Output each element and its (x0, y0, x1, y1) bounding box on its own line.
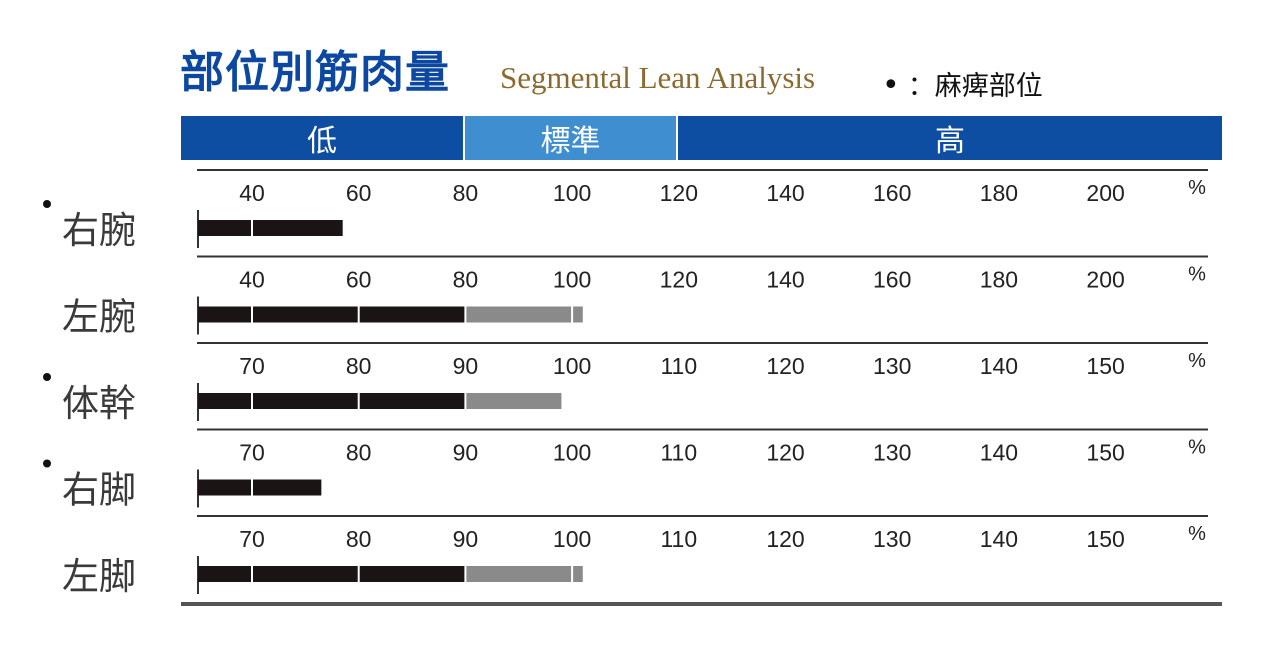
row-label: 左脚 (62, 555, 136, 598)
band-high: 高 (678, 116, 1222, 160)
tick-label: 80 (346, 526, 372, 552)
bar-dark (198, 566, 465, 582)
tick-label: 150 (1086, 526, 1124, 552)
paralysis-legend-text: ：麻痺部位 (907, 71, 1043, 102)
tick-label: 40 (239, 267, 265, 293)
row-label: 左腕 (62, 296, 136, 339)
tick-label: 120 (660, 180, 698, 206)
tick-label: 120 (766, 440, 804, 466)
tick-label: 70 (239, 353, 265, 379)
tick-label: 90 (453, 353, 479, 379)
tick-label: 200 (1086, 180, 1124, 206)
paralysis-dot-icon: • (882, 68, 900, 103)
paralysis-legend: • ：麻痺部位 (882, 64, 1043, 103)
tick-label: 70 (239, 440, 265, 466)
tick-label: 140 (980, 526, 1018, 552)
paralysis-dot-icon (43, 200, 51, 208)
tick-label: 90 (453, 440, 479, 466)
unit-label: % (1188, 523, 1206, 545)
tick-label: 80 (453, 267, 479, 293)
tick-label: 100 (553, 180, 591, 206)
tick-label: 100 (553, 353, 591, 379)
tick-label: 120 (660, 267, 698, 293)
bar-gray (465, 306, 583, 323)
bottom-rule (181, 602, 1222, 606)
bar-dark (198, 479, 322, 496)
tick-label: 90 (453, 526, 479, 552)
unit-label: % (1188, 177, 1206, 199)
bar-dark (198, 393, 465, 409)
tick-label: 80 (346, 353, 372, 379)
tick-label: 120 (766, 353, 804, 379)
tick-label: 140 (980, 440, 1018, 466)
tick-label: 80 (346, 440, 372, 466)
tick-label: 110 (660, 353, 697, 379)
tick-label: 180 (980, 180, 1018, 206)
tick-label: 150 (1086, 440, 1124, 466)
row-label: 右脚 (62, 469, 136, 512)
tick-label: 120 (766, 526, 804, 552)
chart-title: 部位別筋肉量 (180, 47, 450, 98)
tick-label: 110 (660, 526, 697, 552)
tick-label: 140 (766, 180, 804, 206)
tick-label: 130 (873, 353, 911, 379)
unit-label: % (1188, 437, 1206, 459)
tick-label: 130 (873, 526, 911, 552)
tick-label: 200 (1086, 267, 1124, 293)
chart-subtitle: Segmental Lean Analysis (500, 60, 816, 95)
bar-gray (465, 566, 583, 582)
paralysis-dot-icon (43, 459, 51, 468)
tick-label: 70 (239, 526, 265, 552)
paralysis-dot-icon (43, 373, 51, 381)
row-label: 体幹 (62, 382, 136, 425)
tick-label: 110 (660, 440, 697, 466)
tick-label: 100 (553, 267, 591, 293)
tick-label: 150 (1086, 353, 1124, 379)
tick-label: 130 (873, 440, 911, 466)
tick-label: 140 (766, 267, 804, 293)
tick-label: 100 (553, 440, 591, 466)
tick-label: 100 (553, 526, 591, 552)
band-standard: 標準 (465, 116, 678, 160)
tick-label: 180 (980, 267, 1018, 293)
bar-dark (198, 306, 465, 323)
unit-label: % (1188, 350, 1206, 372)
range-band: 低 標準 高 (181, 116, 1222, 160)
band-low: 低 (181, 116, 465, 160)
row-label: 右腕 (62, 209, 136, 252)
tick-label: 160 (873, 267, 911, 293)
bar-gray (465, 393, 562, 409)
tick-label: 80 (453, 180, 479, 206)
tick-label: 60 (346, 267, 372, 293)
tick-label: 140 (980, 353, 1018, 379)
tick-label: 40 (239, 180, 265, 206)
bar-dark (198, 220, 343, 236)
tick-label: 160 (873, 180, 911, 206)
unit-label: % (1188, 264, 1206, 286)
tick-label: 60 (346, 180, 372, 206)
